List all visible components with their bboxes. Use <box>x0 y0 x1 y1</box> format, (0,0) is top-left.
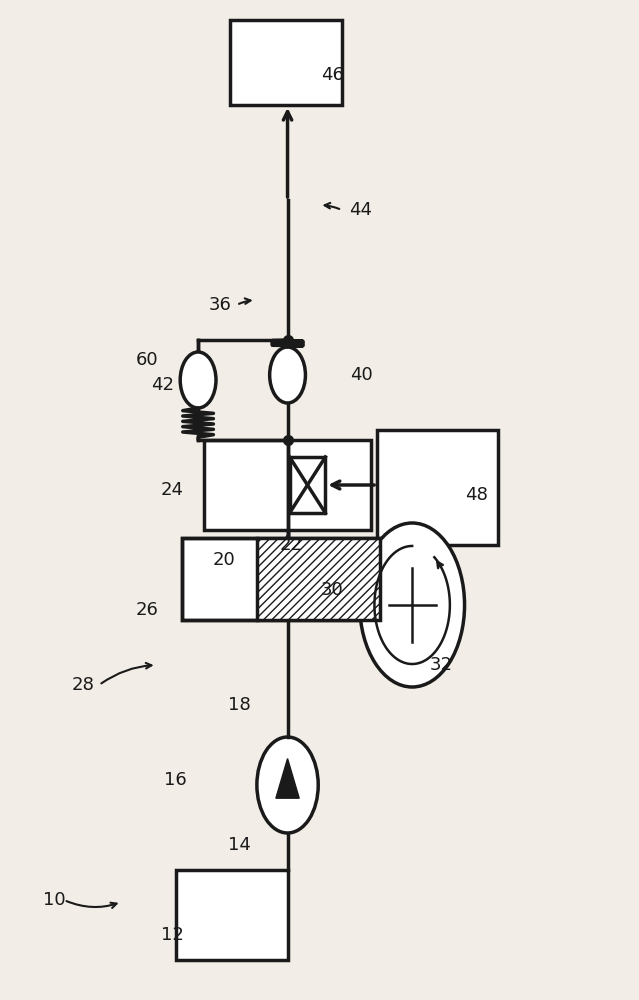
Text: 32: 32 <box>429 656 452 674</box>
Text: 10: 10 <box>43 891 66 909</box>
Text: 18: 18 <box>228 696 251 714</box>
Text: 22: 22 <box>279 536 302 554</box>
Text: 40: 40 <box>350 366 373 384</box>
Text: 14: 14 <box>228 836 251 854</box>
Bar <box>230 20 342 105</box>
Bar <box>182 538 380 620</box>
Bar <box>258 538 380 620</box>
Text: 28: 28 <box>72 676 95 694</box>
Text: 20: 20 <box>212 551 235 569</box>
Circle shape <box>270 347 305 403</box>
Text: 24: 24 <box>161 481 184 499</box>
Text: 16: 16 <box>164 771 187 789</box>
Text: 30: 30 <box>321 581 344 599</box>
Text: 42: 42 <box>151 376 174 394</box>
Bar <box>176 870 288 960</box>
Text: 48: 48 <box>465 486 488 504</box>
Polygon shape <box>276 759 299 798</box>
Text: 46: 46 <box>321 66 344 84</box>
Bar <box>204 440 371 530</box>
Text: 12: 12 <box>161 926 184 944</box>
Circle shape <box>360 523 465 687</box>
Text: 36: 36 <box>209 296 232 314</box>
Bar <box>377 430 498 545</box>
Circle shape <box>257 737 318 833</box>
Text: 26: 26 <box>135 601 158 619</box>
Text: 60: 60 <box>135 351 158 369</box>
Bar <box>289 457 325 513</box>
Text: 44: 44 <box>350 201 373 219</box>
Circle shape <box>180 352 216 408</box>
Bar <box>182 538 380 620</box>
